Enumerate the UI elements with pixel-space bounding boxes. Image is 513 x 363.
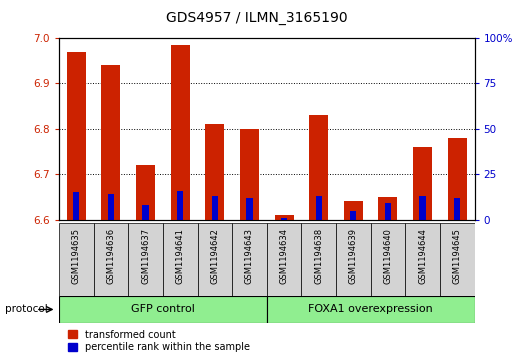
Text: GSM1194638: GSM1194638 — [314, 228, 323, 284]
Bar — [205, 124, 224, 220]
Text: GSM1194634: GSM1194634 — [280, 228, 289, 284]
Bar — [370, 223, 405, 296]
Bar — [440, 223, 475, 296]
Text: GFP control: GFP control — [131, 305, 195, 314]
Bar — [448, 138, 467, 220]
Text: GSM1194644: GSM1194644 — [418, 228, 427, 284]
Bar — [67, 52, 86, 220]
Text: GSM1194639: GSM1194639 — [349, 228, 358, 284]
Bar — [143, 205, 149, 220]
Bar — [267, 296, 475, 323]
Bar — [405, 223, 440, 296]
Bar — [246, 198, 252, 220]
Bar — [198, 223, 232, 296]
Bar — [171, 45, 190, 220]
Bar — [136, 165, 155, 220]
Bar — [59, 296, 267, 323]
Bar — [301, 223, 336, 296]
Text: GSM1194643: GSM1194643 — [245, 228, 254, 284]
Bar — [102, 65, 121, 220]
Bar — [336, 223, 370, 296]
Bar — [93, 223, 128, 296]
Bar — [59, 223, 93, 296]
Bar — [385, 203, 391, 220]
Bar — [309, 115, 328, 220]
Bar — [379, 197, 398, 220]
Bar — [315, 196, 322, 220]
Bar — [454, 198, 460, 220]
Bar — [163, 223, 198, 296]
Bar — [274, 215, 293, 220]
Text: GSM1194642: GSM1194642 — [210, 228, 220, 284]
Text: GSM1194645: GSM1194645 — [452, 228, 462, 284]
Bar — [177, 191, 183, 220]
Text: GSM1194641: GSM1194641 — [175, 228, 185, 284]
Bar — [344, 201, 363, 220]
Text: GDS4957 / ILMN_3165190: GDS4957 / ILMN_3165190 — [166, 11, 347, 25]
Bar — [240, 129, 259, 220]
Text: GSM1194640: GSM1194640 — [383, 228, 392, 284]
Bar — [350, 211, 357, 220]
Text: protocol: protocol — [5, 305, 48, 314]
Bar — [232, 223, 267, 296]
Bar — [128, 223, 163, 296]
Legend: transformed count, percentile rank within the sample: transformed count, percentile rank withi… — [64, 326, 254, 356]
Bar — [108, 194, 114, 220]
Text: GSM1194637: GSM1194637 — [141, 228, 150, 284]
Bar — [212, 196, 218, 220]
Bar — [420, 196, 426, 220]
Bar — [73, 192, 80, 220]
Text: GSM1194635: GSM1194635 — [72, 228, 81, 284]
Text: GSM1194636: GSM1194636 — [106, 228, 115, 284]
Bar — [413, 147, 432, 220]
Bar — [267, 223, 301, 296]
Bar — [281, 218, 287, 220]
Text: FOXA1 overexpression: FOXA1 overexpression — [308, 305, 433, 314]
